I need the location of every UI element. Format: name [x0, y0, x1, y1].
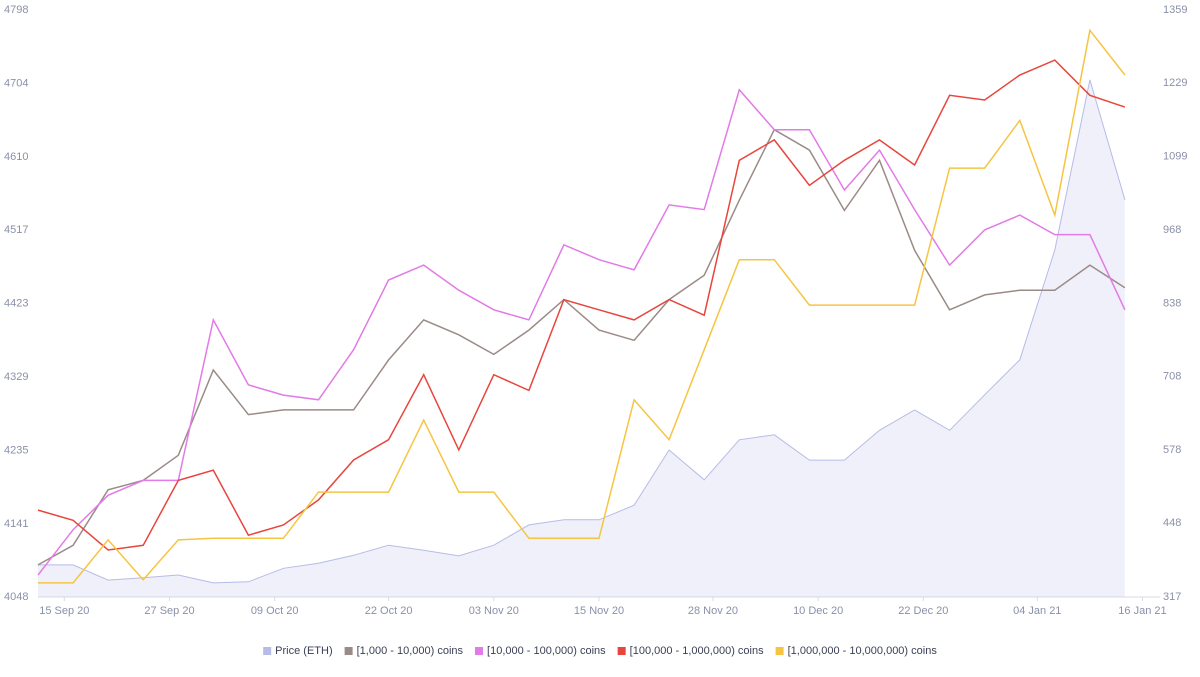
y-tick-label: 4798: [4, 4, 28, 16]
legend: Price (ETH) [1,000 - 10,000) coins [10,000…: [263, 645, 937, 657]
legend-label: Price (ETH): [275, 645, 332, 657]
x-tick-label: 03 Nov 20: [469, 605, 519, 617]
legend-item: [100,000 - 1,000,000) coins: [617, 645, 764, 657]
x-tick-label: 22 Oct 20: [365, 605, 413, 617]
y-tick-label: 4517: [4, 224, 28, 236]
legend-label: [100,000 - 1,000,000) coins: [630, 645, 764, 657]
y2-tick-label: 1229: [1163, 77, 1187, 89]
y2-tick-label: 578: [1163, 444, 1181, 456]
y-tick-label: 4048: [4, 591, 28, 603]
legend-swatch: [475, 647, 484, 655]
y2-tick-label: 1099: [1163, 150, 1187, 162]
y-tick-label: 4610: [4, 151, 28, 163]
legend-item: [1,000 - 10,000) coins: [344, 645, 464, 657]
legend-swatch: [617, 647, 626, 655]
y-tick-label: 4423: [4, 297, 28, 309]
legend-label: [1,000,000 - 10,000,000) coins: [788, 645, 938, 657]
x-tick-label: 27 Sep 20: [144, 605, 194, 617]
y2-tick-label: 317: [1163, 591, 1181, 603]
series-line: [37, 59, 1126, 551]
x-tick-label: 28 Nov 20: [688, 605, 738, 617]
series-line: [38, 28, 1126, 584]
y2-tick-label: 838: [1163, 297, 1181, 309]
y-tick-label: 4704: [4, 77, 28, 89]
x-tick-label: 15 Sep 20: [39, 605, 89, 617]
series-line: [37, 88, 1126, 576]
x-tick-label: 16 Jan 21: [1118, 605, 1166, 617]
legend-item: [10,000 - 100,000) coins: [475, 645, 606, 657]
y2-tick-label: 968: [1163, 224, 1181, 236]
legend-swatch: [344, 647, 353, 655]
y-tick-label: 4329: [4, 371, 28, 383]
x-tick-label: 04 Jan 21: [1013, 605, 1061, 617]
legend-item: [1,000,000 - 10,000,000) coins: [775, 645, 938, 657]
y2-tick-label: 1359: [1163, 4, 1187, 16]
legend-swatch: [775, 647, 784, 655]
y-tick-label: 4141: [4, 518, 28, 530]
legend-swatch: [263, 647, 272, 655]
legend-label: [1,000 - 10,000) coins: [357, 645, 464, 657]
legend-label: [10,000 - 100,000) coins: [487, 645, 606, 657]
legend-item: Price (ETH): [263, 645, 333, 657]
x-tick-label: 22 Dec 20: [898, 605, 948, 617]
x-tick-label: 09 Oct 20: [251, 605, 299, 617]
series-line: [37, 128, 1126, 566]
y2-tick-label: 448: [1163, 517, 1181, 529]
y2-tick-label: 708: [1163, 371, 1181, 383]
y-tick-label: 4235: [4, 445, 28, 457]
x-tick-label: 15 Nov 20: [574, 605, 624, 617]
x-tick-label: 10 Dec 20: [793, 605, 843, 617]
area-fill: [38, 79, 1125, 597]
series-line: [38, 79, 1126, 584]
